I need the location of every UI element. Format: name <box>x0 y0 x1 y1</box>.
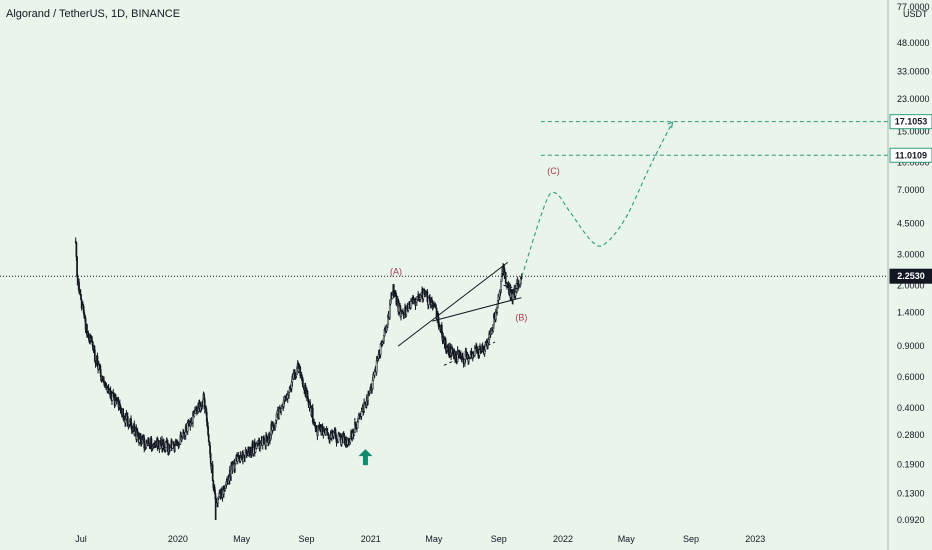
candle-body <box>296 367 298 375</box>
y-tick-label: 0.2800 <box>897 430 925 440</box>
candle-body <box>309 402 311 406</box>
candle-body <box>410 301 412 309</box>
candle-body <box>379 343 382 356</box>
y-tick-label: 33.0000 <box>897 67 930 77</box>
candle-body <box>174 445 177 452</box>
candle-body <box>391 295 394 299</box>
candle-body <box>80 294 82 300</box>
candle-body <box>143 437 146 449</box>
candle-body <box>238 455 240 458</box>
wave-label: (A) <box>390 267 402 277</box>
y-tick-label: 15.0000 <box>897 127 930 137</box>
x-tick-label: Jul <box>75 534 87 544</box>
y-tick-label: 23.0000 <box>897 94 930 104</box>
candle-body <box>500 280 502 291</box>
y-unit-label: USDT <box>903 9 928 19</box>
candle-body <box>248 447 250 454</box>
x-tick-label: 2021 <box>361 534 381 544</box>
target-price-tag-label: 11.0109 <box>895 150 927 160</box>
up-arrow-icon <box>358 449 373 466</box>
y-tick-label: 3.0000 <box>897 249 925 259</box>
candle-body <box>138 438 141 443</box>
x-tick-label: May <box>233 534 251 544</box>
candle-body <box>504 272 507 284</box>
chart-title: Algorand / TetherUS, 1D, BINANCE <box>6 8 181 20</box>
last-price-tag-label: 2.2530 <box>897 271 925 281</box>
trend-line <box>432 297 522 322</box>
x-tick-label: 2022 <box>553 534 573 544</box>
candle-body <box>207 426 209 435</box>
candle-body <box>309 405 312 409</box>
candle-body <box>76 256 78 276</box>
y-tick-label: 77.0000 <box>897 2 930 12</box>
candle-body <box>209 453 212 464</box>
y-tick-label: 7.0000 <box>897 185 925 195</box>
x-tick-label: May <box>425 534 443 544</box>
y-tick-label: 4.5000 <box>897 218 925 228</box>
candle-body <box>211 464 214 482</box>
x-tick-label: 2023 <box>745 534 765 544</box>
projection-arrowhead <box>667 121 674 129</box>
wave-label: (C) <box>547 166 560 176</box>
y-tick-label: 0.9000 <box>897 341 925 351</box>
candle-body <box>157 440 160 449</box>
candle-body <box>388 303 391 319</box>
candle-body <box>371 379 374 389</box>
x-tick-label: 2020 <box>168 534 188 544</box>
y-tick-label: 0.1300 <box>897 489 925 499</box>
y-tick-label: 48.0000 <box>897 38 930 48</box>
candles-group <box>74 237 523 520</box>
y-tick-label: 0.6000 <box>897 372 925 382</box>
y-tick-label: 0.0920 <box>897 515 925 525</box>
candle-body <box>79 289 82 295</box>
candle-body <box>477 350 479 355</box>
candle-body <box>326 428 329 434</box>
candle-body <box>415 298 418 303</box>
candle-body <box>325 429 327 436</box>
candle-body <box>520 277 523 279</box>
target-price-tag-box <box>889 147 932 163</box>
wave-label: (B) <box>515 313 527 323</box>
candle-body <box>207 434 210 442</box>
y-tick-label: 0.1900 <box>897 460 925 470</box>
candle-body <box>360 411 363 417</box>
candle-body <box>75 242 78 257</box>
candle-body <box>340 437 343 445</box>
trend-line <box>503 284 520 290</box>
x-tick-label: May <box>618 534 636 544</box>
y-tick-label: 0.4000 <box>897 403 925 413</box>
target-price-tag-label: 17.1053 <box>895 117 928 127</box>
candle-body <box>150 438 153 449</box>
x-tick-label: Sep <box>683 534 699 544</box>
x-tick-label: Sep <box>491 534 507 544</box>
candle-body <box>299 366 302 376</box>
candle-body <box>435 304 437 309</box>
last-price-tag-box <box>889 268 932 284</box>
candle-body <box>99 369 102 377</box>
candle-body <box>304 385 307 397</box>
candle-body <box>93 349 96 362</box>
y-tick-label: 2.0000 <box>897 280 925 290</box>
target-price-tag-box <box>889 114 932 130</box>
projection-path <box>521 121 674 277</box>
y-tick-label: 1.4000 <box>897 307 925 317</box>
candle-body <box>96 355 99 368</box>
x-tick-label: Sep <box>298 534 314 544</box>
candle-body <box>302 379 304 387</box>
